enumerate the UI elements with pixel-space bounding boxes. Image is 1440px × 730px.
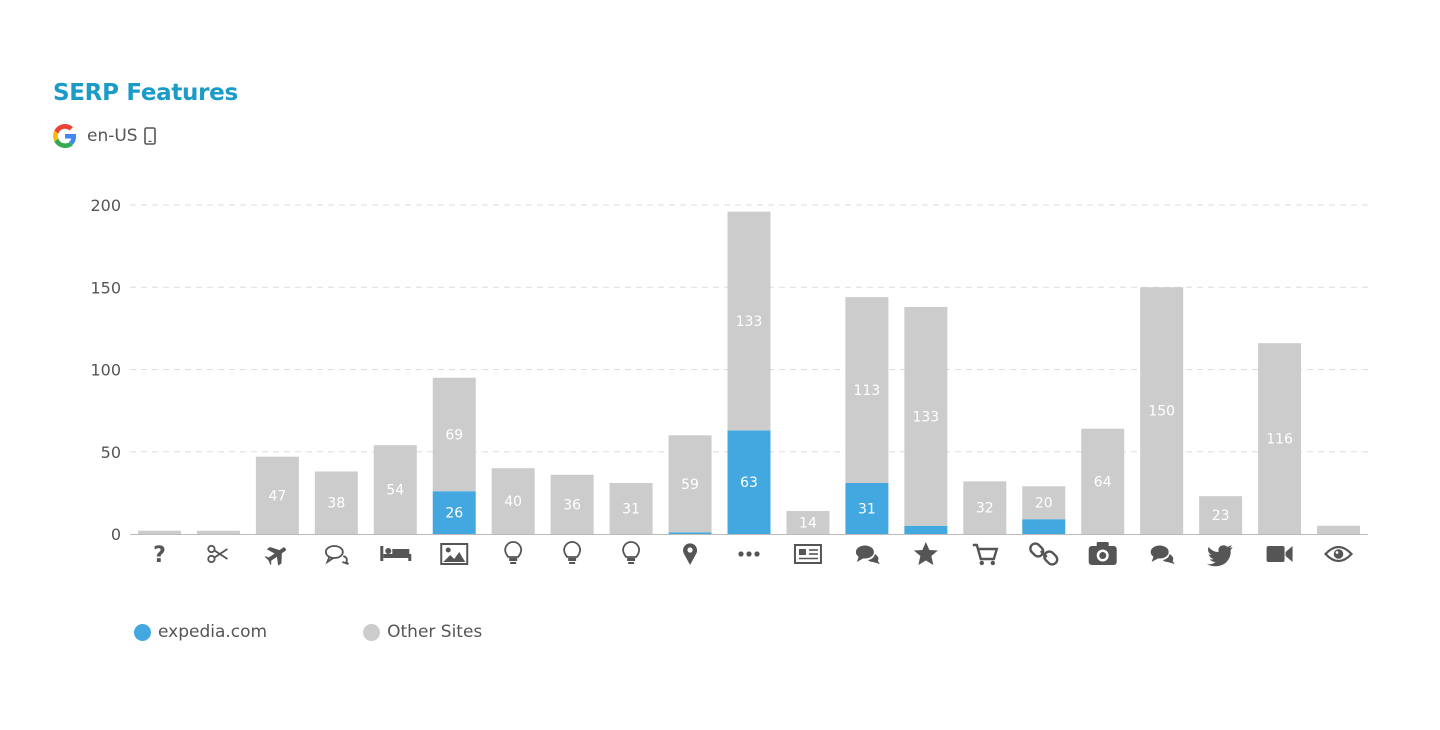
bar-other-sites[interactable]: [727, 211, 771, 431]
legend-item-expedia[interactable]: expedia.com: [134, 622, 267, 642]
legend-swatch-expedia: [134, 623, 151, 641]
serp-features-chart: 0 50 100 150 200 47 38 54 26 69 40 36 31 59 63 133 14 31…: [90, 196, 1368, 569]
bar-label-other-sites: 133: [912, 409, 939, 425]
eye-icon[interactable]: [1324, 545, 1354, 563]
bar-other-sites[interactable]: [432, 377, 476, 492]
bar-label-other-sites: 36: [563, 497, 581, 513]
bar-label-other-sites: 40: [504, 494, 522, 510]
newspaper-icon[interactable]: [793, 544, 822, 564]
locale-row: en-US: [53, 124, 156, 148]
legend-item-other-sites[interactable]: Other Sites: [363, 622, 482, 642]
y-tick-label: 200: [90, 196, 121, 215]
comments-icon[interactable]: [1150, 545, 1175, 565]
locale-label: en-US: [87, 126, 138, 146]
chart-title: SERP Features: [53, 80, 238, 106]
bar-other-sites[interactable]: [1022, 486, 1066, 520]
legend-swatch-other-sites: [363, 623, 381, 641]
bar-expedia[interactable]: [432, 491, 476, 534]
bar-other-sites[interactable]: [668, 435, 712, 533]
bar-label-other-sites: 59: [681, 477, 699, 493]
bar-expedia[interactable]: [727, 430, 771, 534]
x-axis-icons: ?: [153, 540, 1354, 569]
bar-label-other-sites: 14: [799, 515, 817, 531]
y-axis-ticks: 0 50 100 150 200: [90, 196, 121, 544]
star-icon[interactable]: [913, 542, 938, 565]
shopping-cart-icon[interactable]: [972, 543, 999, 566]
google-g-icon: [53, 124, 77, 148]
bar-expedia[interactable]: [668, 532, 712, 534]
comments-icon[interactable]: [855, 545, 880, 565]
bed-icon[interactable]: [380, 546, 412, 561]
bar-other-sites[interactable]: [550, 474, 594, 534]
bar-other-sites[interactable]: [609, 483, 653, 534]
bar-other-sites[interactable]: [786, 510, 830, 534]
bar-label-other-sites: 54: [386, 483, 404, 499]
bar-label-other-sites: 47: [268, 488, 286, 504]
bar-label-other-sites: 133: [736, 314, 763, 330]
mobile-phone-icon: [143, 127, 156, 145]
bar-label-other-sites: 20: [1035, 496, 1053, 512]
camera-icon[interactable]: [1088, 542, 1117, 565]
legend-label-expedia: expedia.com: [158, 622, 268, 642]
bar-other-sites[interactable]: [1258, 343, 1302, 534]
bar-label-other-sites: 38: [327, 496, 345, 512]
bar-label-expedia: 63: [740, 475, 758, 491]
image-icon[interactable]: [440, 543, 469, 565]
chat-bubbles-icon[interactable]: [324, 545, 349, 565]
legend-label-other-sites: Other Sites: [387, 622, 483, 642]
bar-other-sites[interactable]: [845, 297, 889, 484]
bar-other-sites[interactable]: [314, 471, 358, 534]
bar-label-expedia: 31: [858, 502, 876, 518]
twitter-icon[interactable]: [1206, 545, 1233, 567]
bar-label-other-sites: 150: [1148, 404, 1175, 420]
bar-other-sites[interactable]: [904, 306, 948, 526]
bars: 47 38 54 26 69 40 36 31 59 63 133 14 31 113 133 32 20 64 1…: [137, 211, 1361, 534]
y-tick-label: 100: [90, 361, 121, 380]
bar-label-other-sites: 23: [1212, 508, 1230, 524]
scissors-icon[interactable]: [207, 544, 228, 564]
bar-other-sites[interactable]: [373, 445, 417, 534]
bar-other-sites[interactable]: [196, 530, 240, 534]
video-camera-icon[interactable]: [1266, 546, 1293, 562]
bar-label-other-sites: 116: [1266, 432, 1293, 448]
link-icon[interactable]: [1028, 542, 1059, 567]
bar-other-sites[interactable]: [1140, 287, 1184, 534]
lightbulb-icon[interactable]: [504, 541, 523, 564]
bar-other-sites[interactable]: [137, 530, 181, 534]
bar-label-other-sites: 113: [854, 383, 881, 399]
y-tick-label: 50: [101, 443, 121, 462]
map-marker-icon[interactable]: [683, 543, 698, 565]
bar-label-other-sites: 31: [622, 502, 640, 518]
bar-other-sites[interactable]: [1081, 428, 1125, 534]
bar-label-expedia: 26: [445, 506, 463, 522]
bar-other-sites[interactable]: [963, 481, 1007, 534]
chart-legend: expedia.com Other Sites: [134, 622, 578, 642]
bar-other-sites[interactable]: [491, 468, 535, 534]
lightbulb-icon[interactable]: [622, 541, 640, 564]
lightbulb-icon[interactable]: [563, 541, 582, 564]
bar-other-sites[interactable]: [1317, 525, 1361, 534]
y-tick-label: 0: [111, 525, 121, 544]
bar-expedia[interactable]: [845, 483, 889, 534]
bar-expedia[interactable]: [1022, 519, 1066, 534]
svg-text:?: ?: [153, 543, 166, 568]
bar-other-sites[interactable]: [1199, 496, 1243, 534]
ellipsis-icon[interactable]: [738, 551, 760, 557]
bar-other-sites[interactable]: [255, 456, 299, 534]
bar-label-other-sites: 32: [976, 501, 994, 517]
plane-icon[interactable]: [262, 540, 291, 569]
y-tick-label: 150: [90, 278, 121, 297]
question-icon[interactable]: ?: [153, 543, 166, 568]
bar-label-other-sites: 64: [1094, 474, 1112, 490]
bar-label-other-sites: 69: [445, 427, 463, 443]
bar-expedia[interactable]: [904, 525, 948, 534]
